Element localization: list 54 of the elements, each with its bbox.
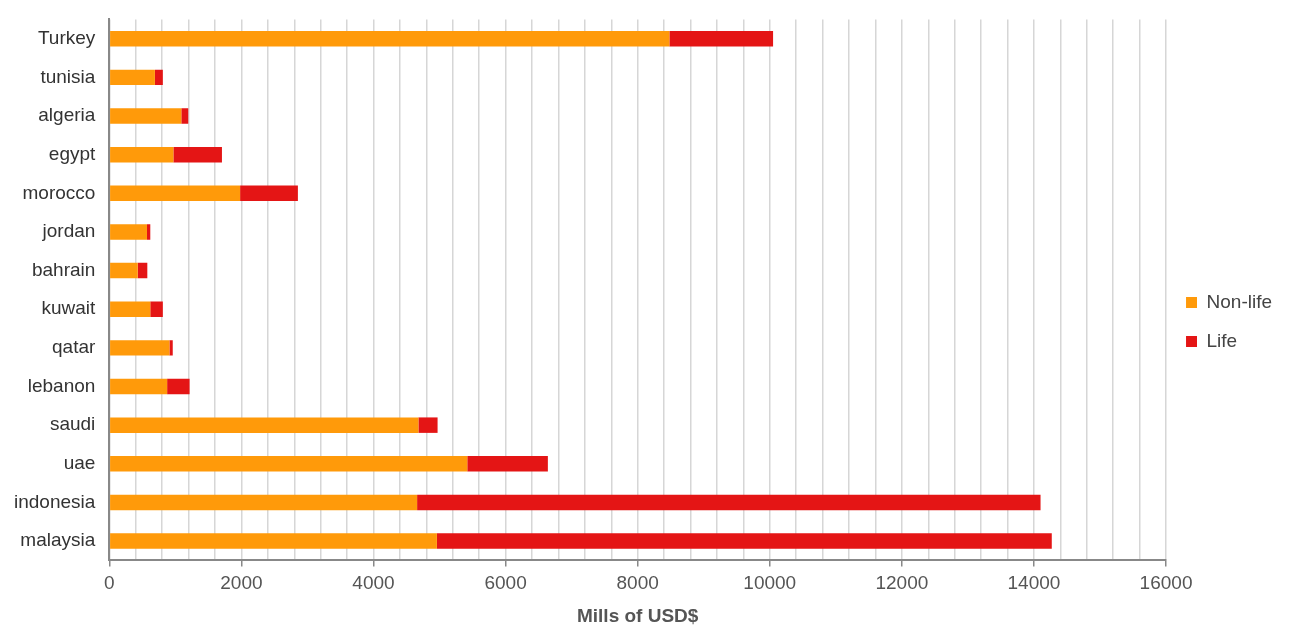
x-tick-label: 8000 xyxy=(616,572,659,594)
bar xyxy=(110,378,168,395)
y-tick-label: morocco xyxy=(22,181,96,203)
bar xyxy=(173,146,222,163)
x-axis-title: Mills of USD$ xyxy=(576,604,699,626)
bar xyxy=(110,417,419,433)
y-tick-label: jordan xyxy=(41,220,96,242)
bar xyxy=(467,456,548,472)
bar xyxy=(146,224,151,240)
bar xyxy=(436,533,1052,549)
bar xyxy=(110,30,670,47)
bar xyxy=(181,108,189,124)
y-tick-label: lebanon xyxy=(27,374,96,396)
y-tick-label: kuwait xyxy=(41,297,97,319)
y-tick-label: malaysia xyxy=(20,529,96,551)
x-tick-label: 0 xyxy=(104,572,115,594)
legend-label: Life xyxy=(1206,329,1238,351)
bar xyxy=(150,301,163,317)
bar xyxy=(417,494,1041,511)
bar xyxy=(154,69,163,86)
x-tick-label: 16000 xyxy=(1139,572,1193,594)
x-tick-label: 12000 xyxy=(875,572,929,594)
bar xyxy=(169,340,173,356)
x-tick-label: 14000 xyxy=(1007,572,1061,594)
bar xyxy=(110,224,147,240)
y-tick-label: uae xyxy=(63,452,96,474)
y-tick-label: egypt xyxy=(48,142,97,164)
bar xyxy=(110,69,155,86)
x-tick-label: 4000 xyxy=(352,572,395,594)
bar xyxy=(137,262,148,279)
bar xyxy=(110,262,138,279)
bar xyxy=(240,185,298,202)
y-tick-label: indonesia xyxy=(14,490,96,512)
bar xyxy=(167,378,190,395)
bar xyxy=(669,30,774,47)
bar xyxy=(110,146,174,163)
bar xyxy=(110,301,151,317)
y-tick-label: algeria xyxy=(38,104,96,126)
bar xyxy=(110,108,182,124)
x-tick-label: 6000 xyxy=(484,572,527,594)
y-tick-label: Turkey xyxy=(37,26,96,48)
bar xyxy=(418,417,438,433)
y-tick-label: saudi xyxy=(49,413,96,435)
y-tick-label: tunisia xyxy=(40,65,96,87)
x-tick-label: 10000 xyxy=(743,572,797,594)
bar xyxy=(110,340,170,356)
bar xyxy=(110,185,241,202)
bar xyxy=(110,533,437,549)
y-tick-label: bahrain xyxy=(31,258,96,280)
legend-label: Non-life xyxy=(1206,290,1273,312)
bar xyxy=(110,456,468,472)
x-tick-label: 2000 xyxy=(220,572,263,594)
bar xyxy=(110,494,418,511)
y-tick-label: qatar xyxy=(52,336,97,358)
